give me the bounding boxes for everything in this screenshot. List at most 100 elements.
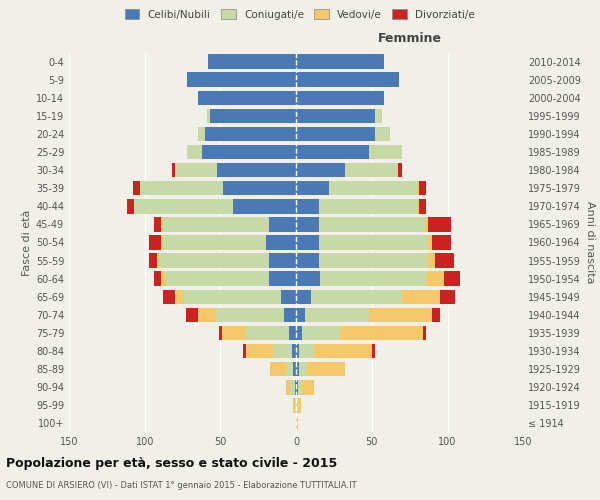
Bar	[375, 126, 390, 141]
Bar	[425, 217, 428, 232]
Bar	[344, 163, 398, 178]
Legend: Celibi/Nubili, Coniugati/e, Vedovi/e, Divorziati/e: Celibi/Nubili, Coniugati/e, Vedovi/e, Di…	[121, 5, 479, 24]
Bar	[428, 217, 451, 232]
Bar	[402, 290, 440, 304]
Bar	[175, 163, 217, 178]
Bar	[292, 344, 296, 358]
Bar	[296, 236, 319, 250]
Bar	[217, 163, 296, 178]
Bar	[269, 272, 296, 286]
Bar	[202, 145, 296, 160]
Bar	[289, 326, 296, 340]
Bar	[197, 308, 216, 322]
Bar	[149, 236, 161, 250]
Bar	[369, 145, 402, 160]
Bar	[154, 272, 161, 286]
Bar	[296, 181, 329, 196]
Bar	[149, 254, 157, 268]
Bar	[296, 90, 384, 105]
Bar	[266, 236, 296, 250]
Bar	[182, 290, 281, 304]
Bar	[296, 290, 311, 304]
Bar	[296, 72, 399, 87]
Bar	[296, 254, 319, 268]
Bar	[157, 254, 160, 268]
Bar	[286, 380, 290, 394]
Bar	[428, 236, 433, 250]
Bar	[271, 362, 286, 376]
Bar	[166, 272, 269, 286]
Y-axis label: Anni di nascita: Anni di nascita	[585, 201, 595, 284]
Bar	[298, 380, 302, 394]
Bar	[296, 380, 298, 394]
Bar	[295, 398, 296, 412]
Bar	[207, 108, 210, 123]
Bar	[163, 236, 266, 250]
Bar	[296, 416, 298, 430]
Bar	[223, 181, 296, 196]
Bar	[246, 326, 289, 340]
Bar	[243, 344, 246, 358]
Text: Femmine: Femmine	[377, 32, 442, 45]
Bar	[205, 126, 296, 141]
Bar	[286, 362, 293, 376]
Bar	[398, 163, 402, 178]
Bar	[290, 380, 295, 394]
Bar	[216, 308, 284, 322]
Bar	[296, 108, 375, 123]
Bar	[299, 344, 314, 358]
Bar	[296, 362, 299, 376]
Bar	[369, 308, 433, 322]
Bar	[134, 199, 233, 214]
Bar	[219, 326, 222, 340]
Bar	[423, 326, 427, 340]
Bar	[296, 326, 302, 340]
Bar	[302, 380, 314, 394]
Bar	[233, 199, 296, 214]
Bar	[319, 254, 428, 268]
Bar	[417, 199, 419, 214]
Bar	[296, 398, 298, 412]
Bar	[296, 308, 305, 322]
Bar	[163, 290, 175, 304]
Bar	[320, 272, 427, 286]
Bar	[436, 254, 454, 268]
Bar	[281, 290, 296, 304]
Bar	[197, 90, 296, 105]
Bar	[296, 54, 384, 69]
Bar	[293, 398, 295, 412]
Bar	[140, 181, 223, 196]
Bar	[319, 199, 417, 214]
Bar	[296, 145, 369, 160]
Bar	[419, 181, 427, 196]
Bar	[133, 181, 140, 196]
Bar	[419, 199, 427, 214]
Bar	[187, 72, 296, 87]
Bar	[433, 308, 440, 322]
Bar	[372, 344, 375, 358]
Bar	[375, 108, 382, 123]
Bar	[428, 254, 436, 268]
Bar	[314, 344, 372, 358]
Bar	[163, 217, 269, 232]
Bar	[319, 236, 428, 250]
Bar	[299, 362, 307, 376]
Bar	[293, 362, 296, 376]
Bar	[445, 272, 460, 286]
Bar	[433, 236, 451, 250]
Bar	[161, 217, 163, 232]
Bar	[210, 108, 296, 123]
Bar	[154, 217, 161, 232]
Bar	[246, 344, 274, 358]
Bar	[296, 272, 320, 286]
Bar	[440, 290, 455, 304]
Bar	[298, 398, 301, 412]
Bar	[222, 326, 246, 340]
Text: Popolazione per età, sesso e stato civile - 2015: Popolazione per età, sesso e stato civil…	[6, 458, 337, 470]
Bar	[305, 308, 369, 322]
Bar	[295, 380, 296, 394]
Bar	[329, 181, 417, 196]
Bar	[208, 54, 296, 69]
Bar	[269, 217, 296, 232]
Bar	[427, 272, 445, 286]
